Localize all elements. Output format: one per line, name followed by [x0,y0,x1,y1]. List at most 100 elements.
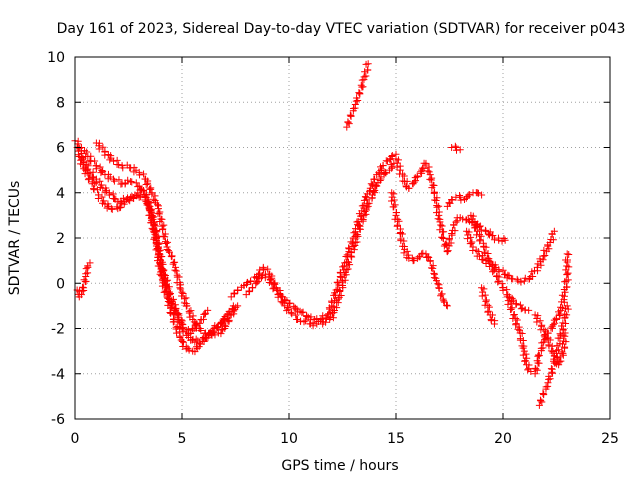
data-point [561,278,569,286]
data-point [260,266,268,274]
data-point [160,221,168,229]
data-point [128,178,136,186]
data-point [513,275,521,283]
data-point [392,211,400,219]
data-point [443,248,451,256]
data-point [178,320,186,328]
data-point [489,311,497,319]
data-point [162,240,170,248]
x-tick-label: 20 [494,431,512,447]
data-point [106,156,114,164]
data-point [96,163,104,171]
data-point [435,284,443,292]
data-point [332,286,340,294]
data-point [185,309,193,317]
data-point [394,215,402,223]
data-point [536,255,544,263]
data-point [357,81,365,89]
data-point [356,222,364,230]
series-arc-10 [388,189,451,310]
data-point [331,289,339,297]
data-point [298,309,306,317]
data-point [536,317,544,325]
data-point [433,277,441,285]
data-point [279,299,287,307]
data-point [510,311,518,319]
data-point [540,332,548,340]
data-point [132,179,140,187]
data-point [362,72,370,80]
data-point [472,224,480,232]
data-point [155,210,163,218]
data-point [436,218,444,226]
data-point [180,338,188,346]
y-tick-label: 4 [56,186,65,202]
data-point [484,301,492,309]
data-point [467,239,475,247]
data-point [253,278,261,286]
data-point [234,287,242,295]
data-point [115,161,123,169]
data-point [196,340,204,348]
data-point [78,153,86,161]
data-point [489,268,497,276]
data-point [535,352,543,360]
data-point [177,285,185,293]
data-point [390,190,398,198]
data-point [427,176,435,184]
data-point [522,350,530,358]
data-point [164,297,172,305]
series-arc-3 [75,153,237,356]
data-point [176,284,184,292]
data-point [168,303,176,311]
data-point [560,296,568,304]
data-point [351,239,359,247]
data-point [541,252,549,260]
data-point [361,207,369,215]
data-point [144,179,152,187]
data-point [532,365,540,373]
data-point [434,280,442,288]
data-point [465,228,473,236]
data-point [448,196,456,204]
data-point [390,203,398,211]
data-point [443,302,451,310]
data-point [119,164,127,172]
data-point [146,185,154,193]
data-point [512,320,520,328]
data-point [550,227,558,235]
data-point [474,189,482,197]
data-point [349,243,357,251]
data-point [430,189,438,197]
data-point [164,294,172,302]
x-axis-label: GPS time / hours [281,458,398,474]
data-point [156,218,164,226]
y-tick-label: 2 [56,231,65,247]
data-point [427,264,435,272]
data-point [370,175,378,183]
data-point [437,290,445,298]
data-point [520,347,528,355]
data-point [426,175,434,183]
series-arc-14 [467,211,533,314]
y-tick-label: -6 [51,412,65,428]
data-point [192,335,200,343]
data-point [564,276,572,284]
data-point [399,170,407,178]
data-point [367,180,375,188]
data-point [160,288,168,296]
data-point [467,233,475,241]
data-point [562,266,570,274]
data-point [435,202,443,210]
data-point [159,226,167,234]
data-point [137,193,145,201]
data-point [300,318,308,326]
data-point [519,344,527,352]
data-point [476,237,484,245]
data-point [169,318,177,326]
series-arc-17 [531,250,573,378]
data-point [564,305,572,313]
data-point [353,94,361,102]
data-point [512,300,520,308]
